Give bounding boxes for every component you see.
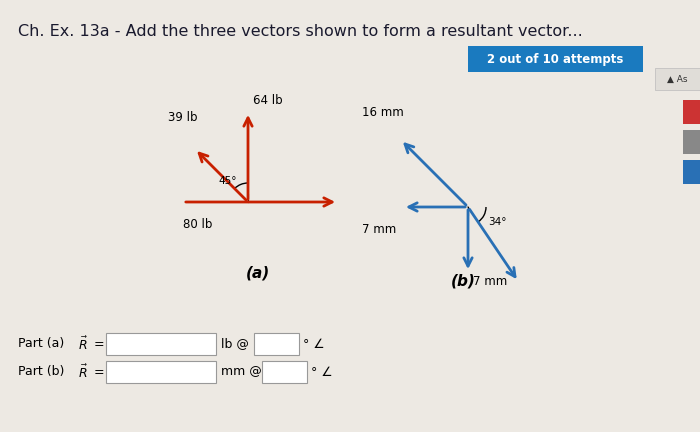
Text: (b): (b) <box>451 274 475 289</box>
Text: Part (a): Part (a) <box>18 337 64 350</box>
Text: mm @: mm @ <box>221 365 262 378</box>
Text: $\vec{R}$: $\vec{R}$ <box>78 335 88 353</box>
FancyBboxPatch shape <box>106 333 216 355</box>
Text: 80 lb: 80 lb <box>183 218 212 231</box>
Text: 39 lb: 39 lb <box>168 111 197 124</box>
FancyBboxPatch shape <box>468 46 643 72</box>
Text: =: = <box>90 365 104 378</box>
Text: Ch. Ex. 13a - Add the three vectors shown to form a resultant vector...: Ch. Ex. 13a - Add the three vectors show… <box>18 24 582 39</box>
Text: 34°: 34° <box>488 217 507 227</box>
Text: 2 out of 10 attempts: 2 out of 10 attempts <box>487 53 624 66</box>
FancyBboxPatch shape <box>254 333 299 355</box>
Text: (a): (a) <box>246 265 270 280</box>
FancyBboxPatch shape <box>655 68 700 90</box>
FancyBboxPatch shape <box>106 361 216 383</box>
Text: ▲ As: ▲ As <box>667 74 687 83</box>
Text: 7 mm: 7 mm <box>362 223 396 236</box>
FancyBboxPatch shape <box>683 160 700 184</box>
Text: 64 lb: 64 lb <box>253 94 283 107</box>
Text: ° ∠: ° ∠ <box>303 337 325 350</box>
FancyBboxPatch shape <box>683 100 700 124</box>
FancyBboxPatch shape <box>262 361 307 383</box>
Text: 45°: 45° <box>218 176 237 186</box>
FancyBboxPatch shape <box>683 130 700 154</box>
Text: lb @: lb @ <box>221 337 249 350</box>
Text: =: = <box>90 337 104 350</box>
Text: 16 mm: 16 mm <box>362 106 404 119</box>
Text: ° ∠: ° ∠ <box>311 365 332 378</box>
Text: Part (b): Part (b) <box>18 365 64 378</box>
Text: 7 mm: 7 mm <box>473 275 508 288</box>
Text: $\vec{R}$: $\vec{R}$ <box>78 363 88 381</box>
